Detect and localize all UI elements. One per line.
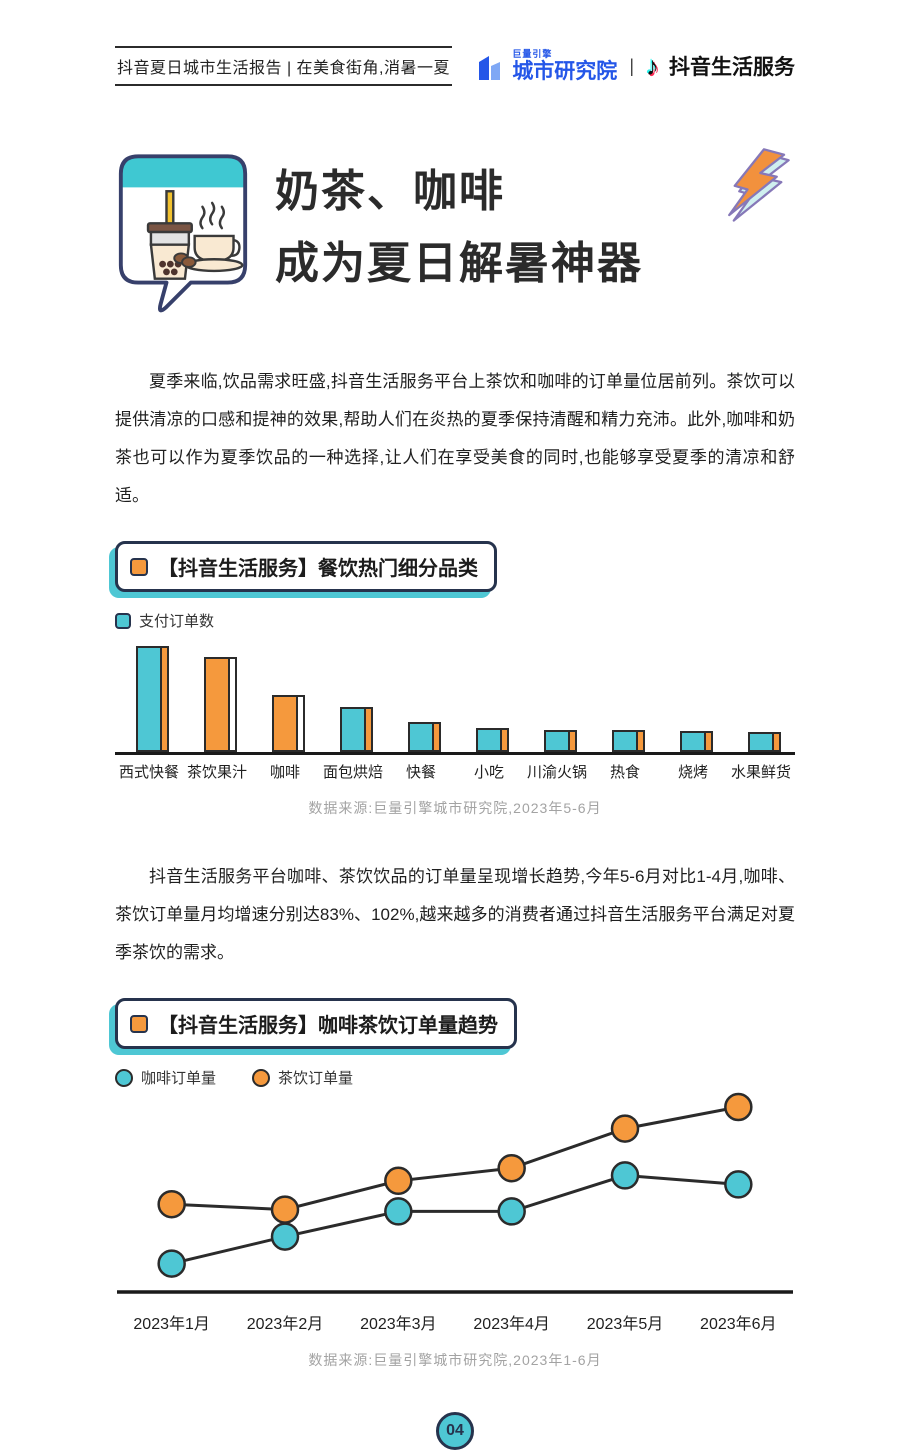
lightning-bolt-icon — [711, 144, 795, 229]
bar-slot — [115, 646, 183, 752]
bar-slot — [251, 695, 319, 752]
speech-bubble-drinks-icon — [115, 150, 251, 323]
data-point — [384, 1197, 413, 1226]
data-point — [270, 1195, 300, 1224]
data-point — [724, 1092, 753, 1122]
footer: 04 — [115, 1412, 795, 1450]
bar-slot — [183, 657, 251, 752]
bar-slot — [591, 730, 659, 752]
brand-text: 巨量引擎 城市研究院 — [512, 49, 618, 83]
bar-label: 小吃 — [473, 764, 504, 781]
x-axis-label: 2023年4月 — [473, 1316, 550, 1333]
data-point — [497, 1153, 526, 1183]
brand-small-label: 巨量引擎 — [512, 49, 553, 59]
brand-name-label: 城市研究院 — [512, 60, 618, 83]
data-point — [270, 1222, 300, 1251]
tiktok-note-icon: ♪ — [646, 51, 659, 81]
coffee-cup-icon — [173, 201, 244, 273]
city-research-logo: 巨量引擎 城市研究院 — [476, 50, 617, 82]
orange-square-icon — [130, 557, 148, 576]
paragraph-1: 夏季来临,饮品需求旺盛,抖音生活服务平台上茶饮和咖啡的订单量位居前列。茶饮可以提… — [115, 372, 795, 505]
page-number-badge: 04 — [436, 1412, 474, 1450]
legend-item-tea: 茶饮订单量 — [252, 1067, 353, 1088]
bar-label: 咖啡 — [269, 764, 300, 781]
data-point — [157, 1249, 186, 1278]
brand-logos: 巨量引擎 城市研究院 | ♪ 抖音生活服务 — [476, 50, 795, 82]
bar — [272, 695, 305, 752]
bar — [136, 646, 169, 752]
hero-section: 奶茶、咖啡 成为夏日解暑神器 — [115, 148, 795, 323]
legend-label: 支付订单数 — [139, 613, 215, 630]
bar-chart-bars — [115, 641, 795, 755]
line-chart-labels: 2023年1月 2023年2月 2023年3月 2023年4月 2023年5月 2023年… — [115, 1310, 795, 1334]
legend-item: 支付订单数 — [115, 610, 214, 631]
orange-circle-icon — [252, 1068, 271, 1087]
bar-chart-title: 【抖音生活服务】餐饮热门细分品类 — [115, 541, 497, 592]
orange-square-icon — [130, 1014, 148, 1033]
brand-divider: | — [629, 55, 634, 76]
bar — [680, 731, 713, 752]
page-title: 奶茶、咖啡 成为夏日解暑神器 — [275, 156, 643, 300]
bar-slot — [319, 707, 387, 752]
building-icon — [479, 56, 501, 80]
bar-slot — [659, 731, 727, 752]
bar — [340, 707, 373, 752]
bar — [476, 728, 509, 752]
bar-label: 烧烤 — [677, 764, 708, 781]
legend-item-coffee: 咖啡订单量 — [115, 1067, 216, 1088]
data-point — [610, 1161, 640, 1190]
bar — [748, 732, 781, 752]
bar — [544, 730, 577, 752]
page-header: 抖音夏日城市生活报告 | 在美食街角,消暑一夏 巨量引擎 城市研究院 | ♪ 抖… — [115, 46, 795, 86]
data-point — [497, 1197, 526, 1226]
report-page: 抖音夏日城市生活报告 | 在美食街角,消暑一夏 巨量引擎 城市研究院 | ♪ 抖… — [0, 46, 910, 1450]
bar-slot — [387, 722, 455, 752]
page-title-line1: 奶茶、咖啡 — [275, 167, 505, 216]
bar-chart-title-text: 【抖音生活服务】餐饮热门细分品类 — [158, 558, 478, 580]
x-axis-label: 2023年1月 — [133, 1316, 210, 1333]
bar-label: 西式快餐 — [118, 764, 179, 781]
bar-slot — [455, 728, 523, 752]
douyin-life-service-label: 抖音生活服务 — [669, 56, 795, 79]
bar-slot — [727, 732, 795, 752]
x-axis-label: 2023年3月 — [360, 1316, 437, 1333]
x-axis-label: 2023年5月 — [586, 1316, 664, 1333]
line-chart-svg — [117, 1092, 793, 1294]
bar — [408, 722, 441, 752]
bar-label: 水果鲜货 — [730, 764, 791, 781]
data-point — [724, 1170, 753, 1199]
data-point — [157, 1189, 186, 1219]
bar-label: 面包烘焙 — [322, 764, 383, 781]
legend-label-coffee: 咖啡订单量 — [141, 1070, 217, 1087]
legend-label-tea: 茶饮订单量 — [278, 1070, 354, 1087]
bar-chart-labels: 西式快餐 茶饮果汁 咖啡 面包烘焙 快餐 小吃 川渝火锅 热食 烧烤 水果鲜货 — [115, 761, 795, 782]
bar-label: 快餐 — [405, 764, 436, 781]
x-axis-label: 2023年2月 — [246, 1316, 324, 1333]
line-chart-block: 【抖音生活服务】咖啡茶饮订单量趋势 咖啡订单量 茶饮订单量 2023年1月 202… — [115, 998, 795, 1370]
bar-label: 茶饮果汁 — [186, 764, 247, 781]
data-point — [610, 1114, 640, 1143]
paragraph-2: 抖音生活服务平台咖啡、茶饮饮品的订单量呈现增长趋势,今年5-6月对比1-4月,咖… — [115, 867, 795, 962]
bar-chart-source: 数据来源:巨量引擎城市研究院,2023年5-6月 — [308, 800, 602, 816]
teal-circle-icon — [115, 1068, 133, 1087]
line-chart-title: 【抖音生活服务】咖啡茶饮订单量趋势 — [115, 998, 517, 1049]
page-title-line2: 成为夏日解暑神器 — [275, 239, 643, 288]
bar-label: 热食 — [609, 764, 640, 781]
bar-slot — [523, 730, 591, 752]
data-point — [384, 1166, 413, 1196]
line-chart-title-text: 【抖音生活服务】咖啡茶饮订单量趋势 — [158, 1015, 498, 1037]
series-line-咖啡订单量 — [171, 1173, 739, 1266]
teal-square-icon — [115, 612, 131, 629]
series-line-茶饮订单量 — [171, 1105, 739, 1212]
report-title: 抖音夏日城市生活报告 | 在美食街角,消暑一夏 — [115, 46, 452, 86]
line-chart-source: 数据来源:巨量引擎城市研究院,2023年1-6月 — [308, 1352, 602, 1368]
bar-chart-block: 【抖音生活服务】餐饮热门细分品类 支付订单数 西式快餐 茶饮果汁 咖啡 面包烘焙 快餐 小… — [115, 541, 795, 818]
bar — [204, 657, 237, 752]
x-axis-label: 2023年6月 — [700, 1316, 777, 1333]
bar-label: 川渝火锅 — [526, 764, 587, 781]
bar-chart-legend: 支付订单数 — [115, 610, 795, 631]
line-chart-legend: 咖啡订单量 茶饮订单量 — [115, 1067, 795, 1088]
bar — [612, 730, 645, 752]
